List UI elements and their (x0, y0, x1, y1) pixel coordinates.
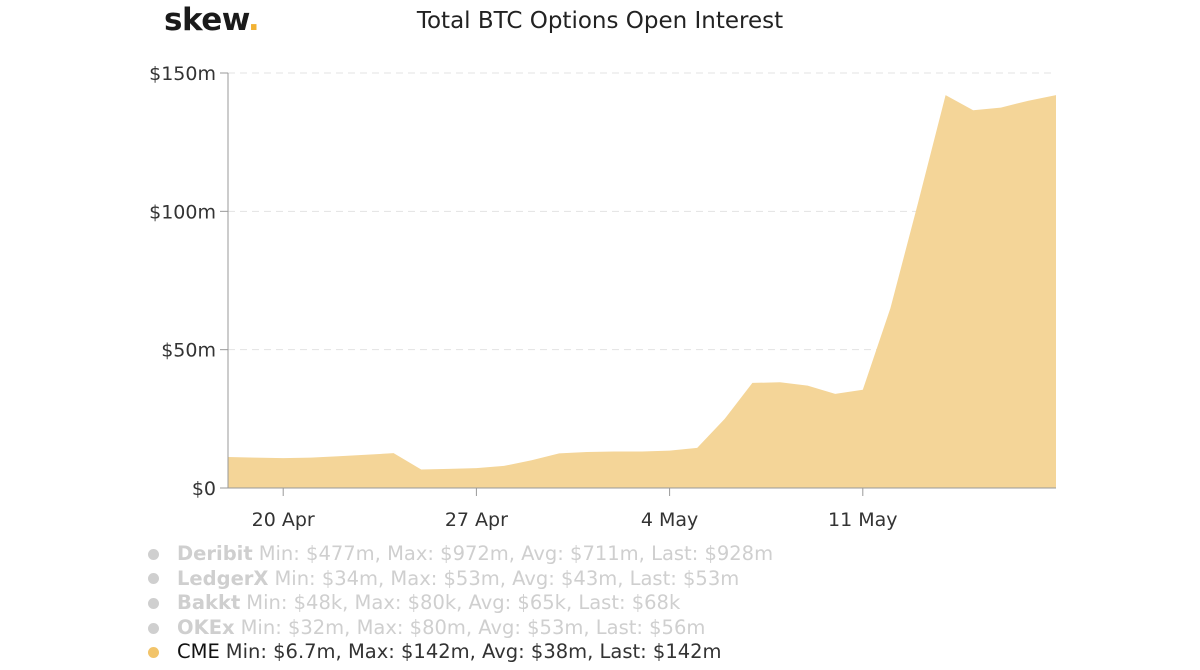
legend-series-name: LedgerX (177, 566, 269, 590)
legend-series-stats: Min: $48k, Max: $80k, Avg: $65k, Last: $… (246, 591, 681, 615)
legend-marker-deribit (148, 548, 159, 560)
y-tick-labels: $0 $50m $100m $150m (149, 63, 228, 500)
legend-marker-okex (148, 622, 159, 634)
x-tick-label: 20 Apr (252, 509, 315, 531)
chart-title: Total BTC Options Open Interest (416, 8, 784, 34)
legend-series-stats: Min: $34m, Max: $53m, Avg: $43m, Last: $… (274, 566, 740, 590)
legend-marker-ledgerx (148, 573, 159, 585)
brand-logo: skew. (164, 2, 260, 38)
chart-plot: $0 $50m $100m $150m 20 Apr 27 Apr 4 May 11 May (149, 63, 1056, 531)
series-area-cme (228, 95, 1056, 488)
legend-series-stats: Min: $477m, Max: $972m, Avg: $711m, Last… (258, 542, 774, 565)
x-tick-label: 27 Apr (445, 509, 508, 531)
legend: Deribit Min: $477m, Max: $972m, Avg: $71… (148, 542, 773, 665)
legend-series-name: OKEx (177, 615, 235, 639)
legend-item-bakkt[interactable]: Bakkt Min: $48k, Max: $80k, Avg: $65k, L… (148, 591, 773, 616)
legend-series-stats: Min: $6.7m, Max: $142m, Avg: $38m, Last:… (225, 640, 722, 664)
legend-series-stats: Min: $32m, Max: $80m, Avg: $53m, Last: $… (240, 615, 706, 639)
legend-series-name: Deribit (177, 542, 253, 565)
legend-item-okex[interactable]: OKEx Min: $32m, Max: $80m, Avg: $53m, La… (148, 616, 773, 641)
y-tick-label: $100m (149, 201, 216, 223)
axes (227, 73, 1056, 489)
legend-marker-bakkt (148, 597, 159, 609)
legend-item-cme[interactable]: CME Min: $6.7m, Max: $142m, Avg: $38m, L… (148, 640, 773, 665)
x-tick-label: 4 May (641, 509, 698, 531)
series-area-layer (228, 95, 1056, 488)
legend-item-deribit[interactable]: Deribit Min: $477m, Max: $972m, Avg: $71… (148, 542, 773, 567)
y-tick-label: $50m (161, 340, 216, 362)
x-tick-label: 11 May (828, 509, 898, 531)
x-tick-labels: 20 Apr 27 Apr 4 May 11 May (252, 488, 898, 531)
legend-marker-cme (148, 647, 159, 659)
legend-item-ledgerx[interactable]: LedgerX Min: $34m, Max: $53m, Avg: $43m,… (148, 567, 773, 592)
legend-series-name: Bakkt (177, 591, 241, 615)
y-tick-label: $0 (192, 478, 216, 500)
y-tick-label: $150m (149, 63, 216, 85)
legend-series-name: CME (177, 640, 220, 664)
